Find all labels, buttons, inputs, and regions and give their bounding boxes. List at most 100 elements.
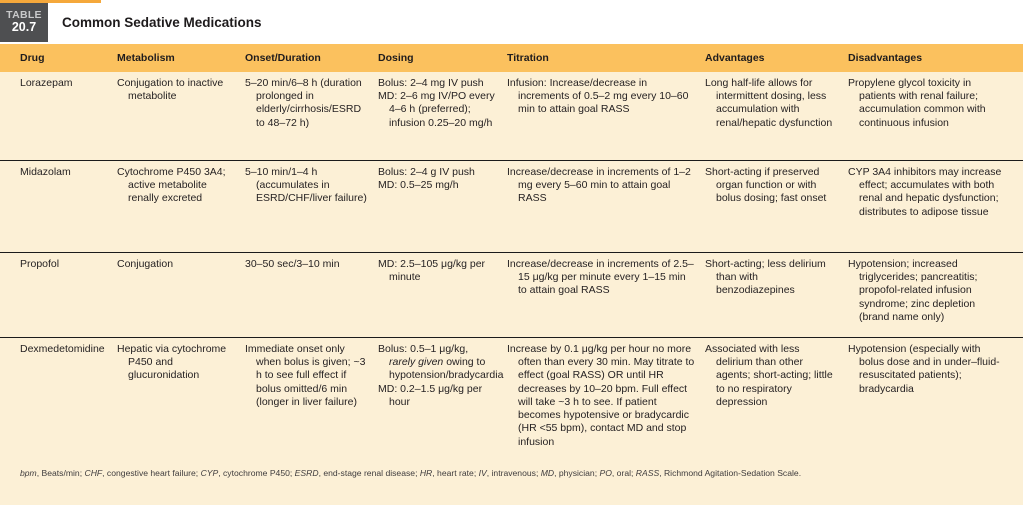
table-cell: Dexmedetomidine [20, 343, 117, 463]
text: Immediate onset only when bolus is given… [245, 343, 366, 408]
cell-line: Propylene glycol toxicity in patients wi… [848, 77, 1002, 130]
text: Short-acting; less delirium than with be… [705, 258, 826, 297]
text: Increase/decrease in increments of 2.5–1… [507, 258, 694, 297]
cell-line: CYP 3A4 inhibitors may increase effect; … [848, 166, 1002, 219]
table-cell: Short-acting if preserved organ function… [705, 166, 848, 252]
table-cell: Bolus: 0.5–1 μg/kg, rarely given owing t… [378, 343, 507, 463]
cell-line: MD: 2–6 mg IV/PO every 4–6 h (preferred)… [378, 90, 497, 130]
cell-line: Propofol [20, 258, 107, 271]
table-cell: 30–50 sec/3–10 min [245, 258, 378, 337]
text: , end-stage renal disease; [318, 468, 420, 478]
cell-line: Cytochrome P450 3A4; active metabolite r… [117, 166, 235, 206]
cell-line: Hypotension (especially with bolus dose … [848, 343, 1002, 396]
text: Cytochrome P450 3A4; active metabolite r… [117, 166, 226, 205]
table-row: Propofol Conjugation 30–50 sec/3–10 min MD:… [0, 252, 1023, 337]
italic-text: IV [478, 468, 487, 478]
cell-line: Increase/decrease in increments of 1–2 m… [507, 166, 695, 206]
column-header-titration: Titration [507, 52, 549, 64]
cell-line: Immediate onset only when bolus is given… [245, 343, 368, 409]
cell-line: MD: 0.2–1.5 μg/kg per hour [378, 383, 497, 409]
text: Short-acting if preserved organ function… [705, 166, 827, 205]
table-body: Lorazepam Conjugation to inactive metabol… [0, 72, 1023, 463]
table-cell: 5–20 min/6–8 h (duration prolonged in el… [245, 77, 378, 160]
table-label-number: 20.7 [11, 20, 37, 35]
cell-line: Increase/decrease in increments of 2.5–1… [507, 258, 695, 298]
cell-line: Bolus: 0.5–1 μg/kg, rarely given owing t… [378, 343, 503, 383]
text: MD: 2.5–105 μg/kg per minute [378, 258, 486, 284]
text: MD: 0.2–1.5 μg/kg per hour [378, 382, 483, 408]
table-cell: Hepatic via cytochrome P450 and glucuron… [117, 343, 245, 463]
text: Bolus: 0.5–1 μg/kg, [378, 343, 469, 355]
text: Increase by 0.1 μg/kg per hour no more o… [507, 343, 695, 448]
column-header-advantages: Advantages [705, 52, 765, 64]
cell-line: Dexmedetomidine [20, 343, 107, 356]
table-row: Dexmedetomidine Hepatic via cytochrome P4… [0, 337, 1023, 463]
text: 30–50 sec/3–10 min [245, 258, 340, 270]
table-row: Lorazepam Conjugation to inactive metabol… [0, 72, 1023, 160]
italic-text: CHF [84, 468, 103, 478]
text: CYP 3A4 inhibitors may increase effect; … [848, 166, 1002, 218]
column-header-metabolism: Metabolism [117, 52, 175, 64]
cell-line: MD: 2.5–105 μg/kg per minute [378, 258, 497, 284]
table-cell: Infusion: Increase/decrease in increment… [507, 77, 705, 160]
table-header-row: Drug Metabolism Onset/Duration Dosing Titrat… [0, 44, 1023, 72]
text: Hepatic via cytochrome P450 and glucuron… [117, 343, 227, 382]
table-cell: Immediate onset only when bolus is given… [245, 343, 378, 463]
table-number-label: TABLE 20.7 [0, 3, 48, 42]
italic-text: MD [540, 468, 555, 478]
cell-line: Long half-life allows for intermittent d… [705, 77, 838, 130]
table-cell: Midazolam [20, 166, 117, 252]
table-cell: Bolus: 2–4 g IV push MD: 0.5–25 mg/h [378, 166, 507, 252]
cell-line: Short-acting; less delirium than with be… [705, 258, 838, 298]
italic-text: CYP [200, 468, 219, 478]
table-cell: Hypotension; increased triglycerides; pa… [848, 258, 1012, 337]
table-cell: Lorazepam [20, 77, 117, 160]
table-cell: Long half-life allows for intermittent d… [705, 77, 848, 160]
text: 5–20 min/6–8 h (duration prolonged in el… [245, 77, 362, 129]
italic-text: rarely given [389, 356, 444, 369]
table-cell: 5–10 min/1–4 h (accumulates in ESRD/CHF/… [245, 166, 378, 252]
cell-line: Bolus: 2–4 mg IV push [378, 77, 497, 90]
cell-line: Hypotension; increased triglycerides; pa… [848, 258, 1002, 324]
text: , cytochrome P450; [218, 468, 295, 478]
text: Associated with less delirium than other… [705, 343, 833, 408]
table-cell: Short-acting; less delirium than with be… [705, 258, 848, 337]
table-label-word: TABLE [6, 8, 42, 21]
text: , heart rate; [432, 468, 479, 478]
cell-line: Short-acting if preserved organ function… [705, 166, 838, 206]
footnote: bpm, Beats/min; CHF, congestive heart fa… [20, 468, 1005, 479]
text: Propofol [20, 258, 60, 270]
text: Conjugation [117, 258, 174, 270]
cell-line: Conjugation [117, 258, 235, 271]
cell-line: Midazolam [20, 166, 107, 179]
cell-line: Bolus: 2–4 g IV push [378, 166, 497, 179]
table-cell: Conjugation [117, 258, 245, 337]
table-row: Midazolam Cytochrome P450 3A4; active met… [0, 160, 1023, 252]
text: Dexmedetomidine [20, 343, 105, 355]
text: Conjugation to inactive metabolite [117, 77, 224, 103]
text: MD: 2–6 mg IV/PO every 4–6 h (preferred)… [378, 90, 495, 129]
column-header-disadvantages: Disadvantages [848, 52, 923, 64]
text: Propylene glycol toxicity in patients wi… [848, 77, 986, 129]
cell-line: Associated with less delirium than other… [705, 343, 838, 409]
italic-text: RASS [635, 468, 660, 478]
text: , Beats/min; [36, 468, 85, 478]
text: , oral; [611, 468, 636, 478]
text: Increase/decrease in increments of 1–2 m… [507, 166, 691, 205]
text: Long half-life allows for intermittent d… [705, 77, 833, 129]
cell-line: Lorazepam [20, 77, 107, 90]
column-header-drug: Drug [20, 52, 45, 64]
text: , physician; [554, 468, 600, 478]
cell-line: 5–10 min/1–4 h (accumulates in ESRD/CHF/… [245, 166, 368, 206]
text: Bolus: 2–4 g IV push [378, 166, 475, 178]
sedative-medications-table: Drug Metabolism Onset/Duration Dosing Titrat… [0, 44, 1023, 505]
table-cell: Propofol [20, 258, 117, 337]
table-cell: Bolus: 2–4 mg IV push MD: 2–6 mg IV/PO ev… [378, 77, 507, 160]
cell-line: Increase by 0.1 μg/kg per hour no more o… [507, 343, 695, 449]
text: , intravenous; [486, 468, 541, 478]
table-cell: CYP 3A4 inhibitors may increase effect; … [848, 166, 1012, 252]
table-cell: Increase/decrease in increments of 1–2 m… [507, 166, 705, 252]
table-cell: Increase by 0.1 μg/kg per hour no more o… [507, 343, 705, 463]
italic-text: bpm [20, 468, 37, 478]
table-title: Common Sedative Medications [62, 15, 262, 30]
